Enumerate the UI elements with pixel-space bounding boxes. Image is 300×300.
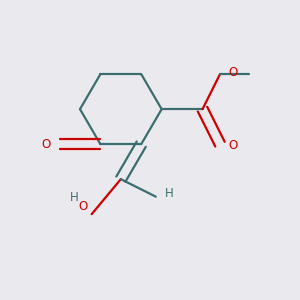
Text: H: H: [165, 187, 173, 200]
Text: H: H: [70, 191, 79, 204]
Text: O: O: [42, 138, 51, 151]
Text: O: O: [78, 200, 88, 213]
Text: O: O: [229, 66, 238, 79]
Text: O: O: [229, 139, 238, 152]
